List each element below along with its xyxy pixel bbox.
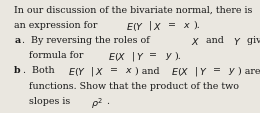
Text: a: a (14, 36, 21, 45)
Text: $Y$: $Y$ (136, 51, 144, 62)
Text: $\rho^2$: $\rho^2$ (91, 96, 103, 110)
Text: ) and: ) and (135, 66, 163, 75)
Text: .: . (106, 96, 109, 105)
Text: .  By reversing the roles of: . By reversing the roles of (22, 36, 153, 45)
Text: |: | (131, 51, 135, 60)
Text: =: = (165, 21, 179, 30)
Text: and: and (203, 36, 226, 45)
Text: |: | (91, 66, 94, 75)
Text: $x$: $x$ (125, 66, 133, 75)
Text: $E(Y$: $E(Y$ (126, 21, 144, 33)
Text: =: = (210, 66, 224, 75)
Text: ) are linear: ) are linear (238, 66, 260, 75)
Text: formula for: formula for (14, 51, 87, 60)
Text: $Y$: $Y$ (233, 36, 242, 47)
Text: give a similar: give a similar (244, 36, 260, 45)
Text: b: b (14, 66, 21, 75)
Text: ).: ). (193, 21, 200, 30)
Text: $X$: $X$ (153, 21, 162, 32)
Text: ).: ). (175, 51, 181, 60)
Text: $Y$: $Y$ (199, 66, 207, 77)
Text: $E(X$: $E(X$ (108, 51, 126, 63)
Text: $E(X$: $E(X$ (171, 66, 189, 78)
Text: .  Both: . Both (23, 66, 57, 75)
Text: In our discussion of the bivariate normal, there is: In our discussion of the bivariate norma… (14, 6, 253, 15)
Text: $E(Y$: $E(Y$ (68, 66, 86, 78)
Text: an expression for: an expression for (14, 21, 101, 30)
Text: |: | (194, 66, 198, 75)
Text: $X$: $X$ (95, 66, 104, 77)
Text: slopes is: slopes is (14, 96, 74, 105)
Text: $y$: $y$ (165, 51, 173, 62)
Text: $y$: $y$ (228, 66, 236, 77)
Text: functions. Show that the product of the two: functions. Show that the product of the … (14, 81, 239, 90)
Text: $X$: $X$ (191, 36, 200, 47)
Text: =: = (146, 51, 160, 60)
Text: |: | (149, 21, 152, 30)
Text: =: = (107, 66, 121, 75)
Text: $x$: $x$ (183, 21, 191, 30)
